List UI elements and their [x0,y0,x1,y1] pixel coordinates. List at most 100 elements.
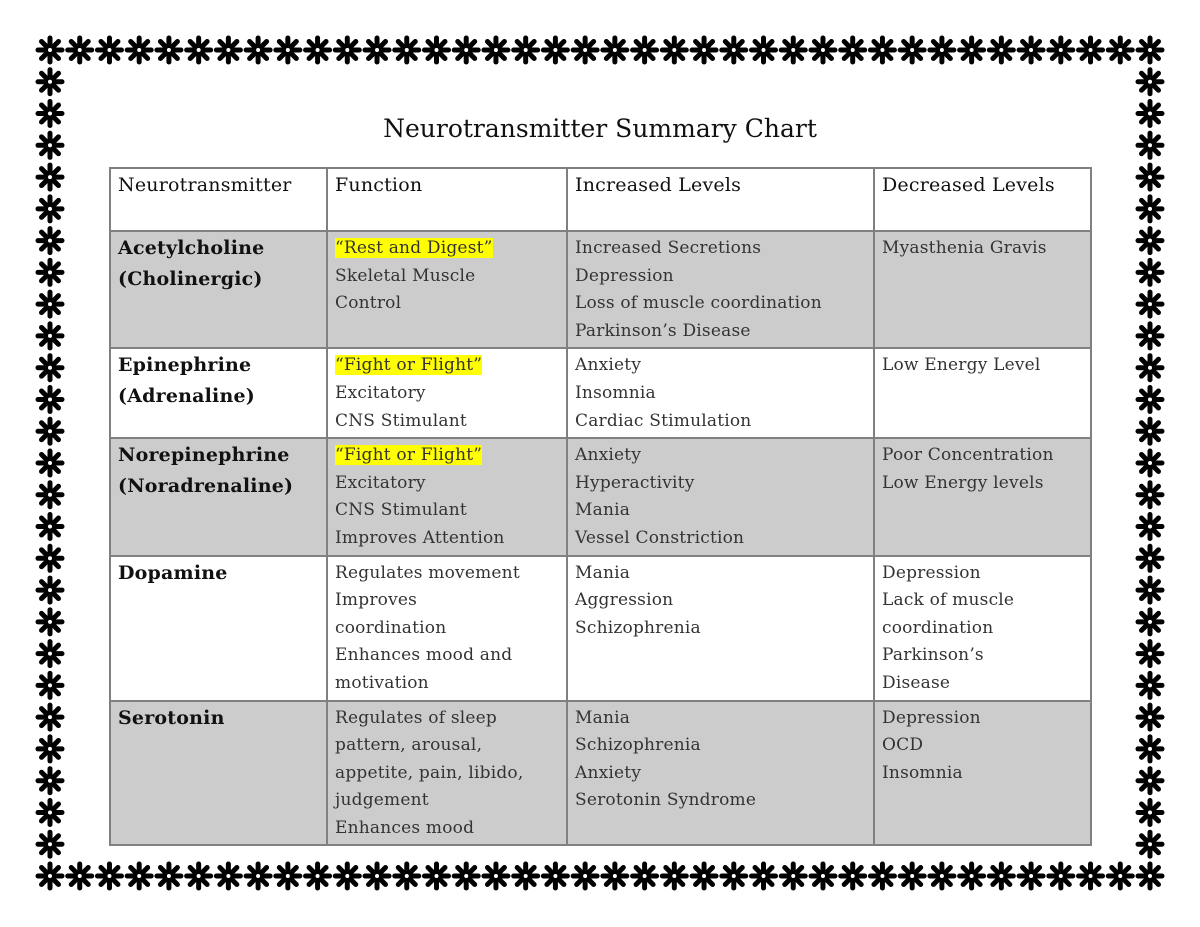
asterisk-icon [481,861,511,891]
increased-line: Schizophrenia [575,617,701,638]
asterisk-icon [1135,448,1165,478]
asterisk-icon [630,35,660,65]
asterisk-icon [986,35,1016,65]
asterisk-icon [35,734,65,764]
asterisk-icon [1135,384,1165,414]
asterisk-icon [1135,829,1165,859]
asterisk-icon [1135,99,1165,129]
asterisk-icon [35,67,65,97]
asterisk-icon [1076,35,1106,65]
name-line: Acetylcholine [118,237,265,259]
name-line: Norepinephrine [118,444,290,467]
asterisk-icon [1135,130,1165,160]
increased-levels-cell: Mania Schizophrenia Anxiety Serotonin Syndr… [566,699,875,847]
increased-line: Depression [575,265,674,286]
highlighted-function: “Fight or Flight” [335,445,483,466]
table-row: Serotonin Regulates of sleep pattern, arou… [109,699,1092,847]
asterisk-icon [273,861,303,891]
function-line: appetite, pain, libido, [335,762,524,783]
asterisk-icon [332,861,362,891]
asterisk-icon [838,35,868,65]
asterisk-icon [35,829,65,859]
asterisk-icon [35,861,65,891]
asterisk-icon [35,384,65,414]
decreased-line: Poor Concentration [882,445,1054,466]
function-line: Improves Attention [335,527,505,548]
function-line: motivation [335,672,429,693]
asterisk-icon [1135,861,1165,891]
function-line: Enhances mood [335,817,475,838]
decreased-line: Parkinson’s [882,645,984,666]
asterisk-icon [1076,861,1106,891]
asterisk-icon [35,226,65,256]
highlighted-function: “Rest and Digest” [335,238,493,258]
increased-line: Mania [575,562,631,583]
decreased-levels-cell: Depression Lack of muscle coordination Park… [873,554,1092,702]
header-function: Function [326,167,568,232]
asterisk-icon [65,861,95,891]
decreased-levels-cell: Myasthenia Gravis [873,229,1092,350]
asterisk-icon [1135,766,1165,796]
function-line: Regulates of sleep [335,707,497,728]
function-line: Improves [335,590,418,611]
asterisk-icon [451,861,481,891]
asterisk-icon [35,575,65,605]
asterisk-icon [1135,226,1165,256]
increased-line: Serotonin Syndrome [575,790,757,811]
asterisk-icon [689,35,719,65]
asterisk-icon [1016,861,1046,891]
asterisk-icon [65,35,95,65]
increased-line: Anxiety [575,762,642,783]
function-line: CNS Stimulant [335,500,467,521]
asterisk-icon [570,35,600,65]
decreased-line: Depression [882,562,981,583]
asterisk-icon [1135,702,1165,732]
asterisk-icon [1135,257,1165,287]
asterisk-icon [778,35,808,65]
increased-line: Parkinson’s Disease [575,320,751,341]
increased-line: Cardiac Stimulation [575,410,752,431]
name-line: (Noradrenaline) [118,475,294,498]
increased-line: Anxiety [575,355,642,376]
asterisk-icon [362,861,392,891]
increased-line: Loss of muscle coordination [575,293,822,314]
neurotransmitter-cell: Acetylcholine (Cholinergic) [109,229,328,350]
increased-line: Insomnia [575,382,656,403]
increased-line: Increased Secretions [575,238,762,258]
asterisk-icon [35,797,65,827]
asterisk-icon [808,861,838,891]
asterisk-icon [1135,194,1165,224]
asterisk-icon [897,861,927,891]
asterisk-icon [808,35,838,65]
function-cell: “Rest and Digest” Skeletal Muscle Control [326,229,568,350]
asterisk-icon [35,702,65,732]
asterisk-icon [124,861,154,891]
asterisk-icon [35,162,65,192]
asterisk-icon [1105,35,1135,65]
increased-levels-cell: Anxiety Insomnia Cardiac Stimulation [566,347,875,440]
header-decreased-levels: Decreased Levels [873,167,1092,232]
asterisk-icon [1135,480,1165,510]
asterisk-icon [719,35,749,65]
asterisk-icon [35,607,65,637]
asterisk-icon [1135,607,1165,637]
decreased-line: Insomnia [882,762,963,783]
asterisk-icon [481,35,511,65]
asterisk-icon [273,35,303,65]
asterisk-icon [124,35,154,65]
asterisk-icon [35,670,65,700]
asterisk-icon [1135,289,1165,319]
asterisk-icon [1135,639,1165,669]
asterisk-icon [1135,35,1165,65]
asterisk-icon [35,416,65,446]
asterisk-icon [421,35,451,65]
decreased-line: Disease [882,672,951,693]
asterisk-icon [1046,861,1076,891]
function-line: Skeletal Muscle [335,265,476,286]
asterisk-icon [184,35,214,65]
function-line: Excitatory [335,382,426,403]
asterisk-icon [897,35,927,65]
increased-line: Vessel Constriction [575,527,745,548]
asterisk-icon [303,861,333,891]
increased-levels-cell: Anxiety Hyperactivity Mania Vessel Constric… [566,437,875,557]
